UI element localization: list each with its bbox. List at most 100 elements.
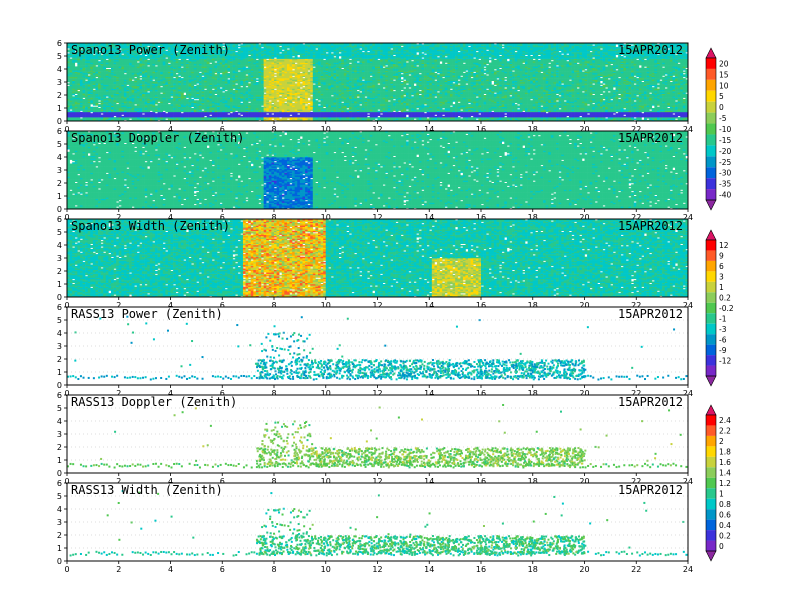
heatmap-cell	[95, 93, 99, 96]
heatmap-cell	[98, 95, 101, 97]
heatmap-cell	[79, 78, 83, 80]
heatmap-cell	[110, 87, 114, 89]
heatmap-cell	[72, 61, 76, 63]
heatmap-cell	[103, 54, 107, 57]
heatmap-cell	[95, 72, 99, 75]
heatmap-cell	[69, 53, 73, 55]
heatmap-cell	[98, 109, 101, 111]
heatmap-cell	[129, 88, 132, 91]
heatmap-cell	[108, 102, 112, 105]
heatmap-cell	[92, 44, 96, 46]
heatmap-cell	[79, 87, 83, 89]
heatmap-cell	[123, 63, 127, 66]
heatmap-cell	[123, 98, 127, 101]
heatmap-cell	[67, 71, 70, 74]
heatmap-cell	[95, 89, 99, 92]
heatmap-cell	[286, 49, 290, 52]
heatmap-cell	[74, 89, 78, 92]
heatmap-cell	[72, 117, 76, 119]
heatmap-cell	[126, 59, 130, 62]
heatmap-cell	[87, 63, 91, 66]
heatmap-cell	[110, 71, 114, 74]
heatmap-cell	[72, 43, 76, 45]
heatmap-cell	[121, 83, 125, 85]
heatmap-cell	[90, 79, 94, 81]
heatmap-cell	[165, 113, 169, 115]
heatmap-cell	[98, 78, 101, 80]
heatmap-cell	[103, 67, 107, 70]
heatmap-cell	[72, 104, 76, 106]
heatmap-cell	[72, 85, 76, 88]
heatmap-cell	[72, 69, 76, 71]
heatmap-cell	[69, 117, 73, 119]
heatmap-cell	[167, 104, 171, 106]
heatmap-cell	[126, 53, 130, 55]
heatmap-cell	[126, 75, 130, 78]
heatmap-cell	[79, 84, 83, 87]
heatmap-cell	[92, 56, 96, 58]
heatmap-cell	[121, 78, 125, 80]
heatmap-cell	[74, 66, 78, 68]
heatmap-cell	[103, 70, 107, 72]
heatmap-cell	[67, 110, 70, 113]
heatmap-cell	[90, 115, 94, 118]
heatmap-cell	[110, 45, 114, 48]
heatmap-cell	[116, 95, 120, 97]
heatmap-cell	[77, 57, 81, 59]
heatmap-cell	[118, 89, 122, 92]
heatmap-cell	[69, 70, 73, 72]
data-cells	[67, 43, 689, 122]
heatmap-cell	[129, 92, 132, 94]
heatmap-cell	[92, 63, 96, 66]
heatmap-cell	[110, 44, 114, 46]
heatmap-cell	[100, 88, 104, 91]
heatmap-cell	[87, 89, 91, 92]
heatmap-cell	[105, 62, 109, 65]
heatmap-cell	[82, 114, 86, 117]
heatmap-cell	[85, 57, 88, 59]
heatmap-cell	[108, 49, 112, 52]
heatmap-cell	[90, 88, 94, 91]
heatmap-cell	[118, 75, 122, 78]
heatmap-cell	[92, 96, 96, 98]
heatmap-cell	[67, 63, 70, 66]
heatmap-cell	[85, 105, 88, 107]
heatmap-cell	[110, 54, 114, 57]
heatmap-cell	[77, 91, 81, 93]
heatmap-cell	[121, 58, 125, 61]
heatmap-cell	[72, 52, 76, 54]
heatmap-cell	[100, 62, 104, 65]
heatmap-cell	[74, 72, 78, 75]
heatmap-cell	[123, 87, 127, 89]
heatmap-cell	[110, 100, 114, 102]
heatmap-cell	[129, 65, 132, 67]
heatmap-cell	[108, 78, 112, 80]
heatmap-cell	[129, 50, 132, 53]
heatmap-cell	[105, 92, 109, 94]
heatmap-cell	[95, 92, 99, 94]
heatmap-cell	[100, 48, 104, 50]
heatmap-cell	[72, 54, 76, 57]
heatmap-cell	[110, 63, 114, 66]
heatmap-cell	[90, 82, 94, 84]
heatmap-cell	[92, 75, 96, 78]
heatmap-cell	[126, 62, 130, 65]
heatmap-cell	[95, 43, 99, 45]
heatmap-cell	[82, 48, 86, 50]
heatmap-cell	[123, 71, 127, 74]
heatmap-cell	[116, 66, 120, 68]
heatmap-cell	[121, 106, 125, 109]
heatmap-cell	[77, 87, 81, 89]
heatmap-cell	[85, 80, 88, 83]
heatmap-cell	[67, 101, 70, 104]
heatmap-cell	[98, 70, 101, 72]
heatmap-cell	[191, 108, 195, 110]
heatmap-cell	[105, 44, 109, 46]
heatmap-cell	[108, 95, 112, 97]
heatmap-cell	[85, 118, 88, 120]
heatmap-cell	[103, 76, 107, 79]
heatmap-cell	[69, 98, 73, 101]
heatmap-cell	[77, 84, 81, 87]
heatmap-cell	[123, 59, 127, 62]
heatmap-cell	[85, 44, 88, 46]
